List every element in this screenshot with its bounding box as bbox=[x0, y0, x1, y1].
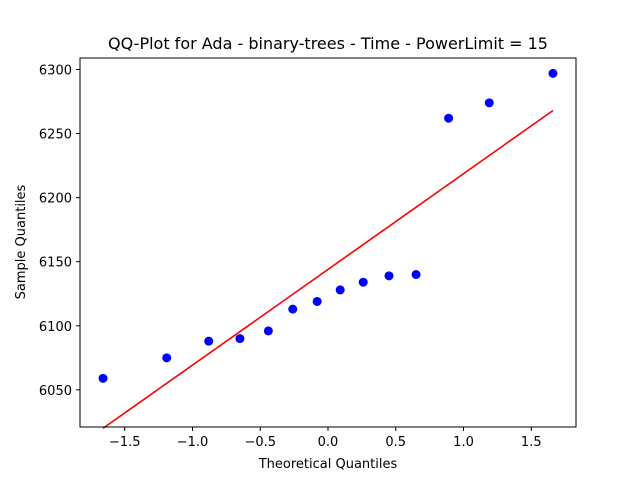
chart-title: QQ-Plot for Ada - binary-trees - Time - … bbox=[108, 34, 548, 53]
plot-frame bbox=[79, 57, 577, 428]
x-tick-label: −1.0 bbox=[177, 435, 209, 450]
x-tick-label: 0.5 bbox=[385, 435, 406, 450]
x-tick-label: 1.0 bbox=[453, 435, 474, 450]
y-tick-label: 6150 bbox=[39, 256, 72, 271]
data-point bbox=[548, 68, 558, 78]
data-point bbox=[384, 271, 394, 281]
y-tick-label: 6050 bbox=[39, 384, 72, 399]
x-tick-label: 1.5 bbox=[521, 435, 542, 450]
data-point bbox=[444, 113, 454, 123]
y-tick-label: 6250 bbox=[39, 128, 72, 143]
data-point bbox=[204, 336, 214, 346]
x-tick-label: −1.5 bbox=[109, 435, 141, 450]
x-axis: −1.5 −1.0 −0.5 0.0 0.5 1.0 1.5 bbox=[109, 427, 542, 450]
data-point bbox=[411, 270, 421, 280]
x-tick-label: −0.5 bbox=[244, 435, 276, 450]
data-point bbox=[235, 334, 245, 344]
data-point bbox=[335, 285, 345, 295]
x-axis-label: Theoretical Quantiles bbox=[258, 457, 398, 472]
y-tick-label: 6200 bbox=[39, 192, 72, 207]
y-axis-label: Sample Quantiles bbox=[14, 184, 29, 299]
data-point bbox=[358, 277, 368, 287]
y-tick-label: 6300 bbox=[39, 64, 72, 79]
data-point bbox=[98, 373, 108, 383]
y-tick-label: 6100 bbox=[39, 320, 72, 335]
series-layer bbox=[98, 68, 558, 429]
data-point bbox=[288, 304, 298, 314]
reference-line bbox=[102, 109, 554, 429]
data-point bbox=[162, 353, 172, 363]
x-tick-label: 0.0 bbox=[318, 435, 339, 450]
y-axis: 6050 6100 6150 6200 6250 6300 bbox=[39, 64, 80, 399]
data-point bbox=[484, 98, 494, 108]
data-point bbox=[312, 296, 322, 306]
data-point bbox=[263, 326, 273, 336]
